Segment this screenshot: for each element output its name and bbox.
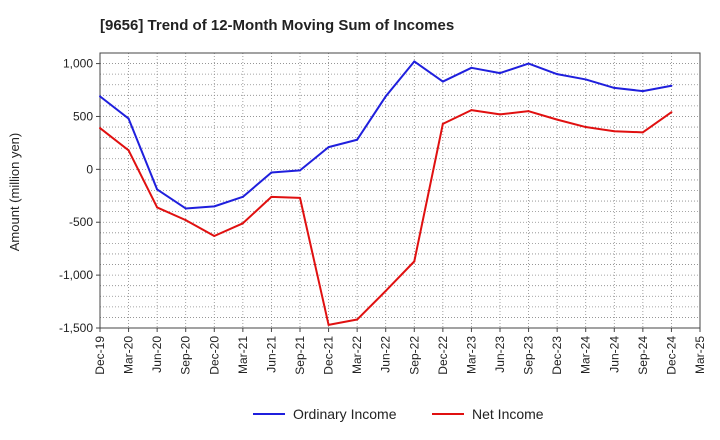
data-point	[270, 171, 273, 174]
series	[99, 60, 673, 326]
y-tick-label: -1,500	[59, 321, 93, 335]
data-point	[470, 66, 473, 69]
data-point	[499, 113, 501, 116]
x-tick-label: Dec-21	[322, 336, 336, 375]
data-point	[641, 131, 644, 134]
data-point	[327, 146, 330, 149]
data-point	[613, 86, 616, 89]
grid	[100, 53, 700, 328]
chart-title: [9656] Trend of 12-Month Moving Sum of I…	[100, 17, 454, 34]
data-point	[327, 323, 330, 326]
data-point	[556, 73, 559, 76]
data-point	[270, 195, 273, 198]
data-point	[156, 188, 159, 191]
x-tick-label: Mar-23	[464, 336, 478, 374]
x-tick-label: Jun-20	[150, 336, 164, 373]
x-tick-label: Dec-19	[93, 336, 107, 375]
data-point	[156, 206, 159, 209]
data-point	[184, 207, 187, 210]
x-tick-label: Jun-23	[493, 336, 507, 373]
y-tick-label: 0	[86, 162, 93, 176]
y-tick-label: 500	[73, 109, 93, 123]
data-point	[213, 205, 216, 208]
x-tick-label: Jun-24	[607, 336, 621, 373]
data-point	[241, 222, 244, 225]
legend: Ordinary Income Net Income	[253, 406, 544, 422]
legend-label: Net Income	[472, 406, 544, 422]
data-point	[670, 84, 673, 87]
x-tick-label: Dec-24	[664, 336, 678, 375]
y-axis-label: Amount (million yen)	[7, 133, 22, 252]
data-point	[384, 95, 387, 98]
data-point	[213, 234, 216, 237]
x-tick-label: Sep-23	[522, 336, 536, 375]
data-point	[299, 169, 301, 172]
data-point	[556, 118, 559, 121]
x-tick-label: Mar-25	[693, 336, 707, 374]
legend-label: Ordinary Income	[293, 406, 397, 422]
data-point	[99, 127, 101, 130]
data-point	[441, 122, 444, 125]
data-point	[184, 219, 187, 222]
data-point	[299, 196, 301, 199]
data-point	[356, 318, 359, 321]
data-point	[527, 110, 530, 113]
x-tick-label: Mar-21	[236, 336, 250, 374]
y-tick-label: -500	[69, 215, 93, 229]
x-tick-label: Sep-21	[293, 336, 307, 375]
x-tick-label: Jun-22	[379, 336, 393, 373]
data-point	[384, 289, 387, 292]
data-point	[413, 60, 416, 63]
data-point	[613, 130, 616, 133]
x-tick-label: Mar-22	[350, 336, 364, 374]
x-tick-label: Jun-21	[264, 336, 278, 373]
data-point	[127, 149, 130, 152]
x-tick-label: Mar-24	[579, 336, 593, 374]
data-point	[127, 117, 130, 120]
data-point	[441, 80, 444, 83]
data-point	[470, 109, 473, 112]
x-tick-label: Dec-23	[550, 336, 564, 375]
data-point	[641, 90, 644, 93]
data-point	[241, 195, 244, 198]
data-point	[584, 126, 587, 129]
data-point	[356, 138, 359, 141]
data-point	[99, 95, 101, 98]
data-point	[499, 72, 501, 75]
x-tick-label: Mar-20	[122, 336, 136, 374]
x-tick-label: Dec-20	[207, 336, 221, 375]
x-tick-label: Sep-22	[407, 336, 421, 375]
data-point	[584, 78, 587, 81]
x-tick-label: Sep-20	[179, 336, 193, 375]
x-tick-label: Sep-24	[636, 336, 650, 375]
data-point	[413, 260, 416, 263]
x-tick-label: Dec-22	[436, 336, 450, 375]
y-tick-label: 1,000	[63, 57, 93, 71]
data-point	[670, 111, 673, 114]
plot-frame	[99, 52, 701, 329]
data-point	[527, 62, 530, 65]
y-tick-label: -1,000	[59, 268, 93, 282]
